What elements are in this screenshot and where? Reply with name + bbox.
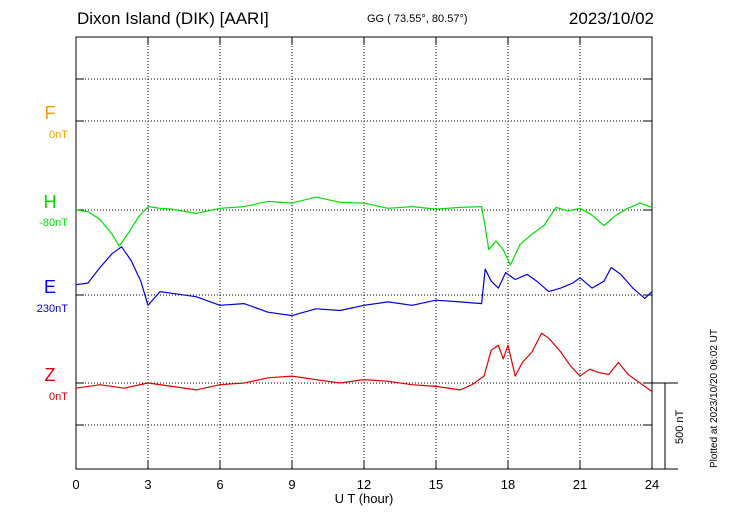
series-label-h: H xyxy=(44,192,57,212)
baseline-label-f: 0nT xyxy=(49,129,68,141)
x-tick-label: 24 xyxy=(645,477,659,492)
x-tick-label: 3 xyxy=(144,477,151,492)
x-tick-label: 9 xyxy=(288,477,295,492)
baseline-label-e: 230nT xyxy=(37,303,68,315)
date-label: 2023/10/02 xyxy=(568,9,654,28)
x-tick-label: 21 xyxy=(573,477,587,492)
station-title: Dixon Island (DIK) [AARI] xyxy=(77,9,269,28)
scale-bar-label: 500 nT xyxy=(674,409,686,444)
geo-coordinates: GG ( 73.55°, 80.57°) xyxy=(367,13,468,25)
trace-z xyxy=(75,332,653,393)
series-label-z: Z xyxy=(45,365,56,385)
x-tick-label: 6 xyxy=(216,477,223,492)
baseline-label-h: -80nT xyxy=(39,217,68,229)
series-label-f: F xyxy=(45,103,56,123)
plotted-timestamp: Plotted at 2023/10/20 06:02 UT xyxy=(709,329,720,468)
series-label-e: E xyxy=(44,277,56,297)
x-tick-label: 18 xyxy=(501,477,515,492)
x-tick-label: 0 xyxy=(72,477,79,492)
baseline-label-z: 0nT xyxy=(49,391,68,403)
x-tick-label: 15 xyxy=(429,477,443,492)
x-axis-label: U T (hour) xyxy=(335,491,394,506)
x-tick-label: 12 xyxy=(357,477,371,492)
trace-e xyxy=(75,246,653,317)
trace-h xyxy=(75,196,653,266)
